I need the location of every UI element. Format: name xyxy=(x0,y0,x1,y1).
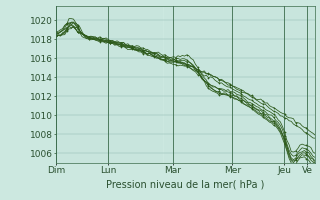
X-axis label: Pression niveau de la mer( hPa ): Pression niveau de la mer( hPa ) xyxy=(107,180,265,190)
